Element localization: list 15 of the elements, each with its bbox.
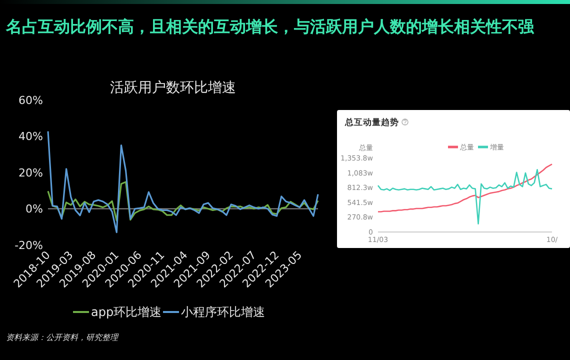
text: 名占互动比例不高，且相关的互动增长，与活跃用户人数的增长相关性不强: [5, 17, 535, 36]
chart-title: 活跃用户数环比增速: [110, 80, 236, 96]
y-tick-label: -20%: [14, 238, 43, 252]
legend-label: 小程序环比增速: [181, 305, 265, 320]
text: 资料来源：公开资料，研究整理: [6, 333, 119, 342]
line-series: [47, 181, 319, 222]
y-tick-label: 60%: [18, 94, 43, 107]
legend-label: app环比增速: [91, 305, 162, 320]
line-series: [47, 130, 319, 234]
chart-title: 总互动量趋势: [344, 117, 399, 128]
line-series: [377, 164, 553, 212]
y-tick-label: 20%: [18, 166, 43, 180]
y-tick-label: 40%: [18, 130, 43, 144]
line-series: [377, 169, 553, 224]
y-tick-label: 0%: [26, 202, 43, 216]
